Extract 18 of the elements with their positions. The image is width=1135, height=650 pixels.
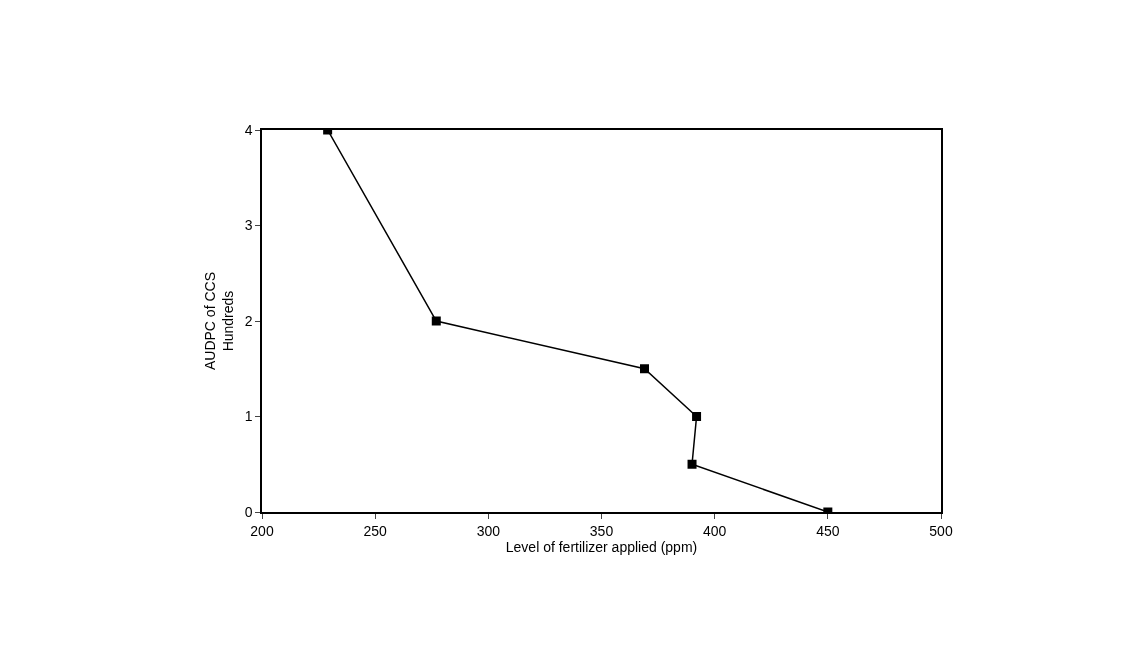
y-tick-label: 3 xyxy=(244,217,253,234)
y-tick-label: 2 xyxy=(244,312,253,329)
x-axis-title: Level of fertilizer applied (ppm) xyxy=(505,538,698,555)
x-tick-label: 500 xyxy=(929,522,953,539)
x-tick-label: 200 xyxy=(250,522,274,539)
x-tick-label: 450 xyxy=(816,522,840,539)
y-tick-label: 1 xyxy=(244,408,253,425)
x-tick-label: 400 xyxy=(702,522,727,539)
y-axis-title: AUDPC of CCS Hundreds xyxy=(201,271,236,371)
y-tick-label: 4 xyxy=(244,121,253,138)
point xyxy=(431,316,441,326)
x-tick-label: 250 xyxy=(363,522,388,539)
x-tick-label: 300 xyxy=(476,522,501,539)
x-tick-label: 350 xyxy=(589,522,614,539)
point xyxy=(640,364,649,374)
point xyxy=(687,459,697,469)
point xyxy=(692,412,702,421)
y-tick-label: 0 xyxy=(244,503,253,520)
